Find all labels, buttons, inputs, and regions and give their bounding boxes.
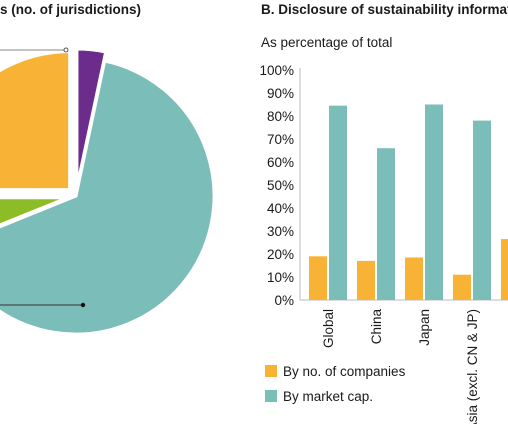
legend-label: By no. of companies — [283, 364, 406, 379]
pie-slice — [75, 47, 108, 188]
legend-swatch — [265, 365, 277, 377]
y-tick-label: 80% — [267, 109, 294, 124]
legend-label: By market cap. — [283, 389, 373, 404]
bar — [473, 120, 491, 300]
y-tick-label: 100% — [259, 63, 294, 78]
bar — [425, 104, 443, 300]
bar-chart-title: B. Disclosure of sustainability informat… — [261, 2, 508, 17]
y-tick-label: 0% — [274, 293, 294, 308]
y-tick-label: 60% — [267, 155, 294, 170]
y-tick-label: 50% — [267, 178, 294, 193]
x-tick-label: Asia (excl. CN & JP) — [465, 309, 480, 424]
y-tick-label: 10% — [267, 270, 294, 285]
bar — [453, 274, 471, 300]
bar — [501, 239, 508, 300]
pie-slice — [0, 59, 216, 336]
y-tick-label: 70% — [267, 132, 294, 147]
leader-dot — [80, 302, 86, 308]
y-tick-label: 40% — [267, 201, 294, 216]
x-tick-label: Japan — [417, 309, 432, 346]
pie-chart — [0, 47, 216, 336]
y-tick-label: 90% — [267, 86, 294, 101]
pie-slice — [0, 50, 72, 192]
y-tick-label: 30% — [267, 224, 294, 239]
bar — [357, 260, 375, 300]
bar — [329, 105, 347, 301]
legend-swatch — [265, 390, 277, 402]
bar — [377, 148, 395, 300]
bar — [405, 257, 423, 300]
pie-slice — [0, 196, 68, 227]
bar-chart-subtitle: As percentage of total — [261, 35, 393, 50]
x-tick-label: China — [369, 309, 384, 345]
bar — [309, 256, 327, 300]
y-tick-label: 20% — [267, 247, 294, 262]
leader-dot — [63, 47, 69, 53]
x-tick-label: Global — [321, 309, 336, 348]
pie-chart-title: s (no. of jurisdictions) — [0, 2, 141, 17]
